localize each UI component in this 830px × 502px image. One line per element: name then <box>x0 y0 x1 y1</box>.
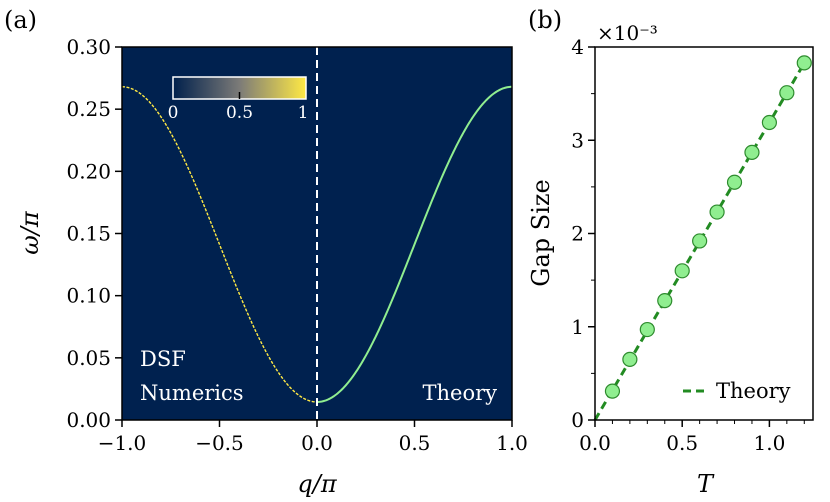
scale-label: ×10⁻³ <box>597 21 658 45</box>
y-tick-label: 0.00 <box>66 408 111 432</box>
data-point <box>744 144 760 160</box>
colorbar-tick: 1 <box>298 103 309 123</box>
y-tick-label: 3 <box>571 128 584 152</box>
annotation-dsf: DSF <box>140 347 186 371</box>
x-tick-label: 1.0 <box>753 431 785 455</box>
data-points <box>604 55 812 399</box>
panel-a: (a) 0 0.5 1 DSF Numerics Theory −1.0 −0.5… <box>4 6 528 498</box>
y-axis-a: 0.00 0.05 0.10 0.15 0.20 0.25 0.30 <box>66 35 122 432</box>
x-axis-label-a: q/π <box>297 470 337 498</box>
x-axis-label-b: T <box>697 470 715 498</box>
x-axis-b: 0.0 0.5 1.0 <box>579 420 805 455</box>
y-tick-label: 2 <box>571 222 584 246</box>
numerics-curve <box>122 86 318 403</box>
y-tick-label: 0.20 <box>66 159 111 183</box>
dispersion-curves <box>122 85 512 403</box>
data-point <box>622 351 638 367</box>
data-point <box>779 85 795 101</box>
colorbar-tick: 0 <box>168 103 179 123</box>
panel-a-label: (a) <box>4 6 37 34</box>
x-tick-label: 0.0 <box>301 431 333 455</box>
y-tick-label: 0.15 <box>66 222 111 246</box>
legend-label: Theory <box>716 379 791 403</box>
x-axis-a: −1.0 −0.5 0.0 0.5 1.0 <box>98 420 528 455</box>
data-point <box>604 383 621 399</box>
x-tick-label: −0.5 <box>195 431 244 455</box>
data-point <box>796 55 812 71</box>
y-tick-label: 0.05 <box>66 346 111 370</box>
y-tick-label: 0.10 <box>66 284 111 308</box>
y-tick-label: 0.30 <box>66 35 111 59</box>
y-axis-label-a: ω/π <box>16 210 44 255</box>
y-axis-label-b: Gap Size <box>527 179 555 286</box>
data-point <box>726 174 743 190</box>
y-axis-b: 0 1 2 3 4 <box>571 35 595 432</box>
x-tick-label: 0.5 <box>399 431 431 455</box>
x-tick-label: 0.0 <box>579 431 611 455</box>
y-tick-label: 1 <box>571 315 584 339</box>
panel-b: (b) ×10⁻³ Theory 0.0 0.5 1.0 0 1 2 3 4 T Gap S… <box>527 6 814 498</box>
data-point <box>761 114 778 131</box>
colorbar-tick: 0.5 <box>226 103 253 123</box>
data-point <box>709 204 725 220</box>
annotation-theory: Theory <box>422 381 497 405</box>
data-point <box>674 263 690 279</box>
y-tick-label: 4 <box>571 35 584 59</box>
panel-b-label: (b) <box>528 6 562 34</box>
y-tick-label: 0 <box>571 408 584 432</box>
colorbar: 0 0.5 1 <box>168 76 309 123</box>
x-tick-label: 0.5 <box>666 431 698 455</box>
annotation-numerics: Numerics <box>140 381 244 405</box>
data-point <box>639 321 655 338</box>
theory-curve <box>316 85 512 403</box>
x-tick-label: −1.0 <box>98 431 147 455</box>
legend: Theory <box>683 379 791 403</box>
x-tick-label: 1.0 <box>496 431 528 455</box>
data-point <box>692 233 708 249</box>
y-tick-label: 0.25 <box>66 97 111 121</box>
data-point <box>657 293 673 309</box>
